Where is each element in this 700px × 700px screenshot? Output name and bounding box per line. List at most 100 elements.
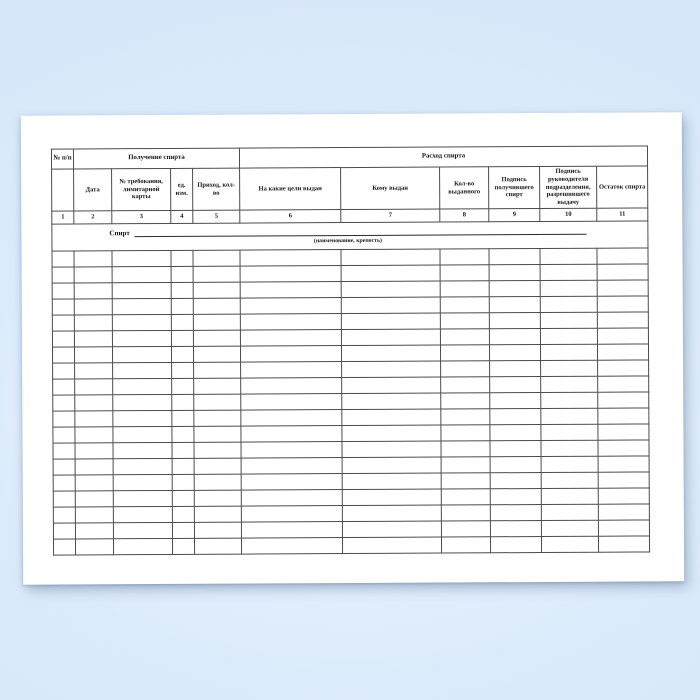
sub-header-row: Дата № требования, лимитарной карты ед. … [51,165,648,212]
empty-cell [541,440,599,457]
empty-cell [597,327,649,345]
empty-cell [541,504,599,521]
empty-cell [113,474,173,491]
empty-cell [540,344,598,361]
empty-cell [342,489,442,506]
empty-cell [171,298,194,315]
empty-cell [241,505,343,523]
empty-cell [598,503,650,521]
empty-cell [193,426,242,443]
group-header-expense: Расход спирта [239,145,648,169]
empty-cell [240,361,342,379]
column-header-manager-signature: Подпись руководителя подразделения, разр… [539,166,597,209]
empty-cell [540,424,598,441]
column-number-cell: 2 [73,210,112,224]
empty-cell [342,505,442,522]
empty-cell [596,247,649,265]
empty-cell [241,441,343,459]
spirit-line: Спирт [109,226,587,238]
empty-cell [171,314,194,331]
empty-cell [489,408,541,425]
empty-cell [171,378,194,395]
empty-cell [340,249,441,266]
empty-cell [540,264,598,281]
empty-cell [74,426,113,443]
empty-cell [441,472,491,490]
empty-cell [440,408,490,426]
empty-cell [52,346,75,364]
empty-cell [541,520,599,537]
spirit-name-row: Спирт (наименование, крепость) [51,220,649,252]
empty-cell [172,490,195,507]
empty-cell [597,311,649,329]
empty-cell [74,314,113,331]
empty-cell [490,536,542,553]
empty-cell [342,521,442,538]
empty-cell [53,538,76,556]
empty-cell [74,298,113,315]
empty-cell [74,442,114,459]
empty-cell [489,328,541,345]
empty-cell [193,266,241,283]
empty-cell [489,376,541,393]
sub-header-empty [51,168,74,212]
empty-cell [193,362,241,379]
empty-cell [597,359,649,377]
empty-cell [489,360,541,377]
empty-cell [341,361,441,378]
empty-cell [540,280,598,297]
empty-cell [74,330,113,347]
empty-cell [441,520,491,538]
empty-cell [53,474,76,492]
empty-cell [490,504,542,521]
empty-cell [194,458,242,475]
empty-cell [113,490,173,507]
corner-header-cell: № п/п [51,148,74,170]
empty-cell [539,248,598,265]
empty-cell [440,344,490,362]
empty-cell [193,314,241,331]
column-header-issued-qty: Кол-во выданного [439,166,489,210]
empty-cell [240,345,342,363]
empty-cell [52,298,75,316]
empty-cell [597,343,649,361]
empty-cell [239,249,342,267]
column-number-cell: 8 [439,208,489,223]
empty-cell [341,409,441,426]
column-number-cell: 5 [192,210,240,224]
empty-cell [113,522,173,539]
empty-cell [172,458,195,475]
group-header-receipt: Получение спирта [73,148,240,169]
empty-cell [540,408,598,425]
empty-cell [74,282,113,299]
empty-cell [52,314,75,332]
empty-cell [171,426,194,443]
empty-cell [440,296,490,314]
empty-cell [240,265,342,283]
empty-cell [540,392,598,409]
empty-cell [193,394,241,411]
empty-cell [75,458,114,475]
empty-cell [441,488,491,506]
empty-cell [74,346,113,363]
empty-cell [490,456,542,473]
empty-cell [439,248,490,266]
empty-cell [341,393,441,410]
table-body [51,247,650,556]
empty-cell [53,458,76,476]
column-header-issued-to: Кому выдан [340,167,440,210]
empty-cell [490,488,542,505]
empty-cell [75,522,114,539]
column-number-cell: 3 [111,210,171,224]
empty-cell [172,538,195,555]
empty-cell [112,426,172,443]
column-header-receiver-signature: Подпись получившего спирт [488,166,540,209]
empty-cell [193,282,241,299]
empty-cell [194,506,242,523]
empty-cell [52,362,75,380]
empty-cell [75,506,114,523]
empty-cell [75,538,114,555]
column-header-unit: ед. изм. [170,168,193,211]
empty-cell [74,266,113,283]
empty-cell [74,378,113,395]
